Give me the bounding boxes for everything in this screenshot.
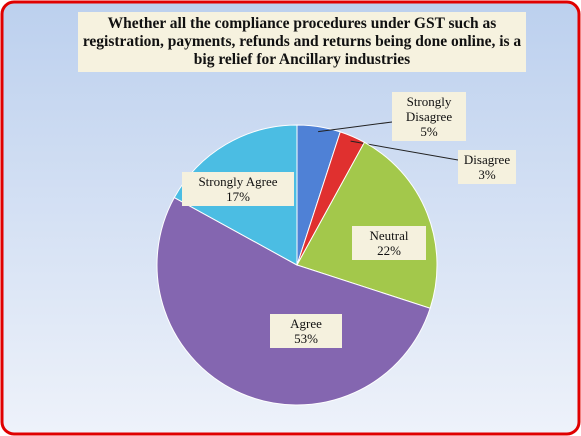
value-label: 17% (226, 189, 250, 204)
data-label: Strongly Agree 17% (182, 172, 294, 206)
value-label: 22% (377, 243, 401, 258)
data-label: Disagree 3% (458, 150, 516, 184)
data-label: Agree 53% (270, 314, 342, 348)
category-label: Agree (290, 316, 322, 331)
category-label: Strongly Disagree (405, 94, 453, 124)
data-label: Neutral 22% (352, 226, 426, 260)
category-label: Neutral (369, 228, 409, 243)
pie (156, 121, 459, 406)
chart-title: Whether all the compliance procedures un… (78, 12, 526, 72)
pie-slice (296, 141, 438, 309)
data-label: Strongly Disagree 5% (392, 92, 466, 141)
value-label: 3% (478, 167, 496, 182)
value-label: 53% (294, 331, 318, 346)
pie-slice (156, 196, 431, 406)
category-label: Strongly Agree (198, 174, 278, 189)
category-label: Disagree (463, 152, 511, 167)
leader-line (318, 121, 393, 133)
value-label: 5% (420, 124, 438, 139)
